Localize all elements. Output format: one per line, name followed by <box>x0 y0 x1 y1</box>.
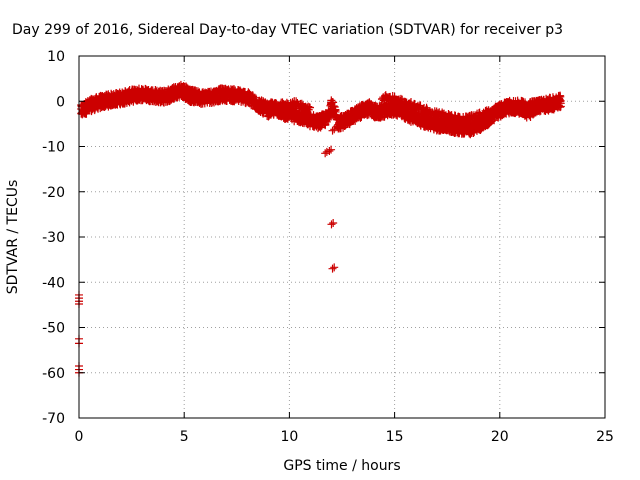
data-point <box>188 85 197 94</box>
data-point <box>292 97 301 106</box>
data-point <box>306 103 315 112</box>
y-tick-label: 0 <box>56 94 65 110</box>
data-point <box>556 96 565 105</box>
y-tick-label: -20 <box>42 185 65 201</box>
outlier-point <box>328 126 337 135</box>
y-tick-label: -60 <box>42 366 65 382</box>
outlier-point <box>327 220 336 229</box>
x-tick-label: 0 <box>75 429 84 445</box>
y-axis-ticks: 10 0 -10 -20 -30 -40 -50 -60 -70 <box>42 49 605 427</box>
x-axis-ticks: 0 5 10 15 20 25 <box>75 56 614 445</box>
y-tick-label: -30 <box>42 230 65 246</box>
outlier-point <box>328 264 337 273</box>
chart-title: Day 299 of 2016, Sidereal Day-to-day VTE… <box>12 22 563 38</box>
y-axis-title: SDTVAR / TECUs <box>5 180 21 295</box>
outlier-point <box>325 147 334 156</box>
x-tick-label: 20 <box>491 429 509 445</box>
x-tick-label: 15 <box>386 429 404 445</box>
x-tick-label: 10 <box>280 429 298 445</box>
x-tick-label: 25 <box>596 429 614 445</box>
outlier-point <box>321 149 330 158</box>
outlier-point <box>330 263 339 272</box>
y-tick-label: 10 <box>47 49 65 65</box>
data-points <box>75 80 565 377</box>
outlier-point <box>330 125 339 134</box>
outlier-point <box>329 218 338 227</box>
data-point <box>478 113 487 122</box>
y-tick-label: -50 <box>42 321 65 337</box>
y-tick-label: -70 <box>42 411 65 427</box>
outlier-point <box>327 145 336 154</box>
data-point <box>528 109 537 118</box>
data-point <box>529 110 538 119</box>
x-axis-title: GPS time / hours <box>283 458 400 474</box>
y-tick-label: -40 <box>42 275 65 291</box>
data-point <box>186 90 195 99</box>
x-tick-label: 5 <box>180 429 189 445</box>
y-tick-label: -10 <box>42 140 65 156</box>
